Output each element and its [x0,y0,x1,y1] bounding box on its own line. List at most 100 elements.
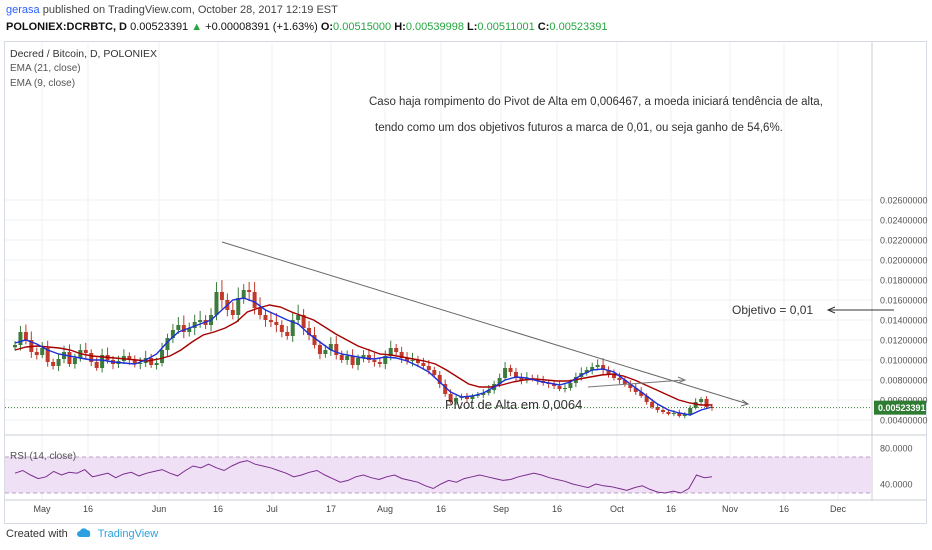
candle-down [274,322,279,325]
candle-down [464,397,469,399]
candle-down [247,290,252,292]
candle-down [606,370,611,374]
pivot-arrowhead [677,376,687,384]
published-text: published on TradingView.com, October 28… [42,4,338,16]
candle-up [296,315,301,320]
candle-down [617,378,622,380]
candle-down [301,315,306,328]
x-tick-label: 16 [666,504,676,514]
candle-down [639,392,644,396]
candle-up [290,320,295,336]
high-value: 0.00539998 [405,21,464,33]
candle-up [475,395,480,396]
candle-up [688,408,693,414]
candle-down [677,413,682,416]
candle-down [443,384,448,394]
candle-down [394,348,399,352]
candle-down [519,378,524,380]
candle-down [334,344,339,355]
candle-down [258,308,263,315]
candle-up [176,325,181,330]
candle-up [562,388,567,389]
candle-down [312,335,317,345]
trendline-arrowhead [740,399,750,407]
tradingview-cloud-icon [76,528,93,538]
candle-down [628,384,633,388]
candle-up [410,360,415,361]
candle-up [198,320,203,322]
comment-line-1: Caso haja rompimento do Pivot de Alta em… [369,96,823,108]
y-tick-label: 0.00600000 [880,396,928,406]
y-tick-label: 0.01400000 [880,316,928,326]
x-tick-label: Jun [152,504,167,514]
candle-down [633,388,638,392]
low-value: 0.00511001 [477,21,535,33]
candle-up [160,350,165,363]
ema9-line [14,297,713,416]
x-tick-label: 16 [779,504,789,514]
close-label: C: [537,21,550,33]
chart-title: Decred / Bitcoin, D, POLONIEX [10,48,158,60]
candle-up [568,383,573,388]
last-price: 0.00523391 [130,21,189,33]
author-link[interactable]: gerasa [6,4,40,16]
pivot-arrow [587,379,685,388]
candle-down [94,362,99,368]
y-tick-label: 0.02000000 [880,256,928,266]
candle-down [372,360,377,362]
candle-down [557,386,562,389]
candle-up [361,355,366,358]
x-tick-label: Jul [266,504,278,514]
candle-down [127,356,132,360]
rsi-tick-label: 80.0000 [880,444,913,454]
trendline [221,241,749,405]
candle-down [83,350,88,353]
ema21-line [14,304,712,406]
candle-down [51,362,56,366]
x-tick-label: Aug [377,504,393,514]
candle-up [170,330,175,338]
candle-down [704,399,709,407]
candle-up [154,363,159,365]
x-tick-label: 16 [552,504,562,514]
candle-down [650,402,655,407]
y-tick-label: 0.02400000 [880,216,928,226]
tradingview-brand[interactable]: TradingView [97,528,159,540]
target-label: Objetivo = 0,01 [732,303,814,317]
x-tick-label: Nov [722,504,739,514]
candle-down [219,292,224,300]
x-tick-label: May [33,504,51,514]
candle-down [644,396,649,402]
candle-down [317,345,322,354]
chart-frame[interactable] [4,41,927,524]
candle-down [415,360,420,363]
candle-down [399,352,404,358]
candle-down [437,375,442,384]
candle-up [584,370,589,373]
candle-up [241,290,246,298]
x-tick-label: Sep [493,504,509,514]
candle-down [149,358,154,365]
candle-down [279,325,284,332]
candle-up [323,350,328,354]
candle-down [132,360,137,364]
candle-down [181,325,186,332]
candle-up [192,322,197,328]
open-value: 0.00515000 [333,21,392,33]
candle-down [552,384,557,386]
candle-up [671,413,676,414]
y-tick-label: 0.02200000 [880,236,928,246]
candle-down [530,378,535,379]
candle-down [601,365,606,370]
y-tick-label: 0.01200000 [880,336,928,346]
close-value: 0.00523391 [549,21,608,33]
comment-line-2: tendo como um dos objetivos futuros a ma… [375,122,783,134]
candle-up [497,378,502,384]
candle-down [339,355,344,360]
symbol-label: POLONIEX:DCRBTC, D [6,21,127,33]
rsi-line [14,460,713,494]
rsi-legend: RSI (14, close) [10,451,77,462]
candle-up [486,390,491,393]
candle-down [405,358,410,361]
